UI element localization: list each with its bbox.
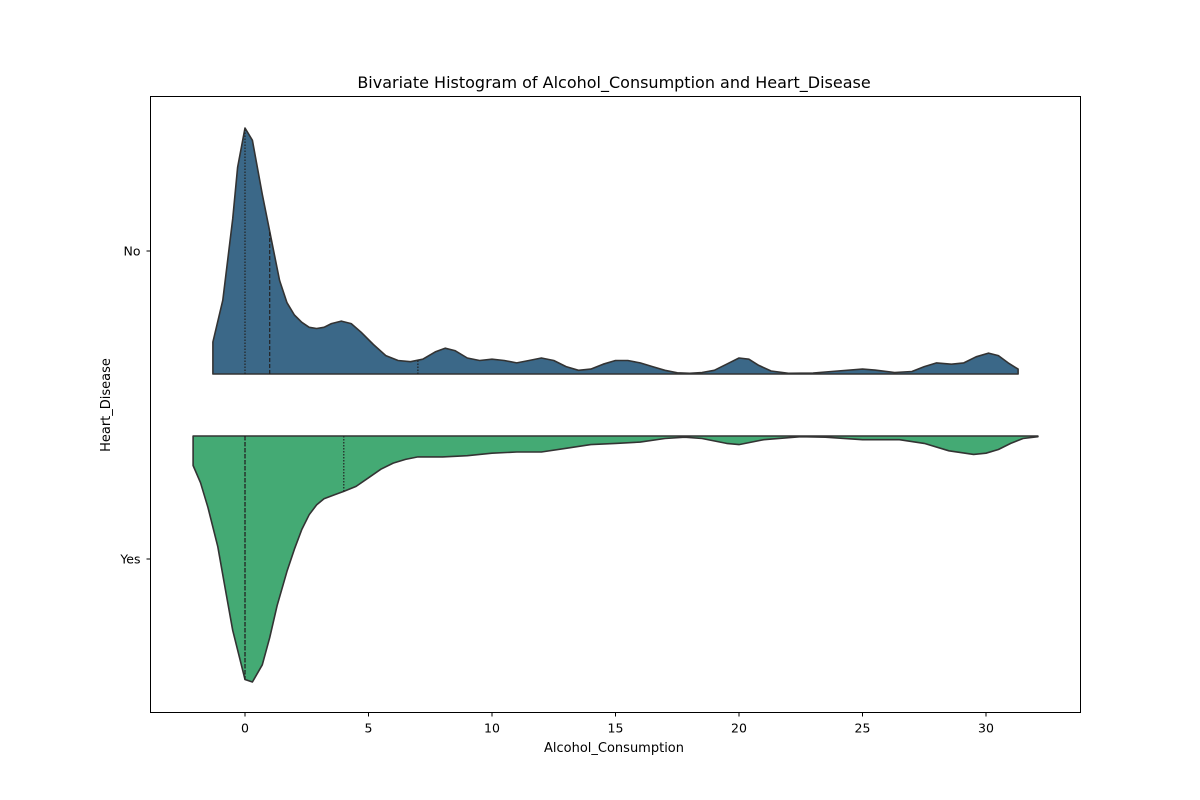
x-tick-label: 20 xyxy=(731,721,747,736)
x-tick-label: 0 xyxy=(241,721,249,736)
y-tick-label-yes: Yes xyxy=(119,552,140,567)
x-tick-label: 15 xyxy=(608,721,624,736)
x-tick-label: 10 xyxy=(484,721,500,736)
violin-no xyxy=(212,127,1019,375)
x-tick-label: 30 xyxy=(978,721,994,736)
violin-bodies xyxy=(192,127,1039,683)
x-axis-ticks: 0 5 10 15 20 25 30 xyxy=(241,712,994,736)
x-tick-label: 25 xyxy=(855,721,871,736)
y-axis-label: Heart_Disease xyxy=(99,358,114,452)
y-axis-ticks: No Yes xyxy=(119,244,151,567)
plot-frame xyxy=(150,96,1081,713)
violin-yes xyxy=(192,435,1039,683)
quartile-lines xyxy=(244,128,419,680)
x-tick-label: 5 xyxy=(365,721,373,736)
y-tick-label-no: No xyxy=(124,244,141,259)
chart-title: Bivariate Histogram of Alcohol_Consumpti… xyxy=(357,73,870,93)
x-axis-label: Alcohol_Consumption xyxy=(544,741,684,756)
